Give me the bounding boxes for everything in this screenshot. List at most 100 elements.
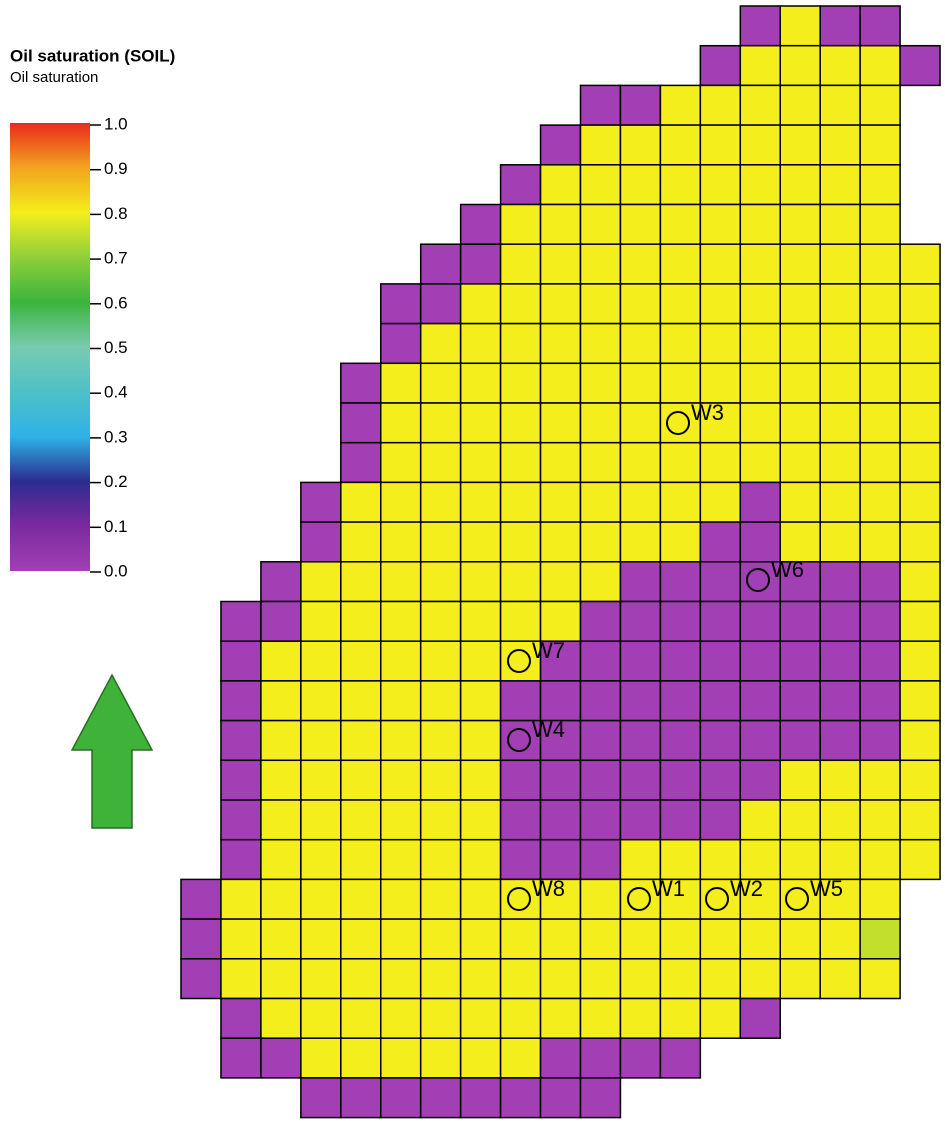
grid-cell [579, 164, 622, 206]
grid-cell [619, 561, 662, 603]
grid-cell [380, 322, 422, 365]
grid-cell [539, 283, 582, 325]
colorbar-tick-label: 0.7 [104, 249, 128, 268]
grid-cell [459, 1037, 502, 1079]
grid-cell [260, 878, 302, 920]
grid-cell [260, 838, 302, 881]
grid-cell [340, 521, 382, 563]
well-label: W3 [691, 400, 724, 425]
grid-cell [859, 799, 901, 841]
grid-cell [579, 640, 622, 682]
grid-cell [619, 362, 662, 404]
grid-cell [579, 243, 622, 285]
grid-cell [819, 600, 861, 642]
grid-cell [899, 799, 941, 841]
grid-cell [779, 521, 821, 563]
grid-cell [300, 759, 342, 801]
grid-cell [340, 799, 382, 841]
grid-cell [380, 441, 422, 484]
grid-cell [619, 243, 662, 285]
grid-cell [539, 997, 582, 1039]
grid-cell [619, 203, 662, 245]
grid-cell [539, 441, 582, 484]
grid-cell [419, 243, 462, 285]
grid-cell [619, 481, 662, 523]
grid-cell [699, 719, 742, 762]
grid-cell [499, 322, 542, 365]
grid-cell [419, 918, 462, 960]
grid-cell [859, 5, 901, 47]
grid-cell [419, 838, 462, 881]
grid-cell [220, 1037, 262, 1079]
grid-cell [579, 362, 622, 404]
grid-cell [779, 918, 821, 960]
grid-cell [659, 124, 702, 166]
grid-cell [819, 838, 861, 881]
grid-cell [859, 441, 901, 484]
grid-cell [579, 84, 622, 126]
grid-cell [579, 799, 622, 841]
grid-cell [260, 600, 302, 642]
grid-cell [619, 997, 662, 1039]
grid-cell [499, 997, 542, 1039]
grid-cell [819, 44, 861, 87]
grid-cell [579, 521, 622, 563]
grid-cell [340, 561, 382, 603]
grid-cell [380, 1037, 422, 1079]
grid-cell [699, 997, 742, 1039]
grid-cell [779, 838, 821, 881]
grid-cell [699, 600, 742, 642]
grid-cell [499, 481, 542, 523]
grid-cell [220, 878, 262, 920]
grid-cell [899, 600, 941, 642]
grid-cell [899, 680, 941, 722]
grid-cell [419, 521, 462, 563]
grid-cell [340, 878, 382, 920]
grid-cell [859, 838, 901, 881]
grid-cell [579, 561, 622, 603]
grid-cell [380, 719, 422, 762]
grid-cell [819, 243, 861, 285]
grid-cell [819, 759, 861, 801]
grid-cell [819, 799, 861, 841]
grid-cell [579, 680, 622, 722]
grid-cell [459, 322, 502, 365]
grid-cell [260, 918, 302, 960]
grid-cell [819, 640, 861, 682]
grid-cell [499, 441, 542, 484]
grid-cell [819, 164, 861, 206]
grid-cell [899, 561, 941, 603]
grid-cell [340, 600, 382, 642]
grid-cell [220, 799, 262, 841]
grid-cell [699, 362, 742, 404]
well-label: W8 [532, 876, 565, 901]
grid-cell [459, 878, 502, 920]
grid-cell [779, 640, 821, 682]
grid-cell [260, 958, 302, 1000]
grid-cell [260, 1037, 302, 1079]
grid-cell [859, 84, 901, 126]
grid-cell [779, 164, 821, 206]
grid-cell [459, 1077, 502, 1119]
grid-cell [739, 402, 781, 444]
grid-cell [699, 243, 742, 285]
grid-cell [899, 322, 941, 365]
grid-cell [340, 680, 382, 722]
grid-cell [499, 918, 542, 960]
well-marker [507, 649, 531, 673]
grid-cell [739, 124, 781, 166]
grid-cell [539, 918, 582, 960]
grid-cell [819, 203, 861, 245]
grid-cell [819, 958, 861, 1000]
grid-cell [579, 878, 622, 920]
grid-cell [419, 600, 462, 642]
grid-cell [539, 203, 582, 245]
grid-cell [619, 799, 662, 841]
grid-cell [659, 759, 702, 801]
grid-cell [419, 878, 462, 920]
grid-cell [380, 838, 422, 881]
grid-cell [380, 918, 422, 960]
grid-cell [859, 719, 901, 762]
grid-cell [499, 283, 542, 325]
